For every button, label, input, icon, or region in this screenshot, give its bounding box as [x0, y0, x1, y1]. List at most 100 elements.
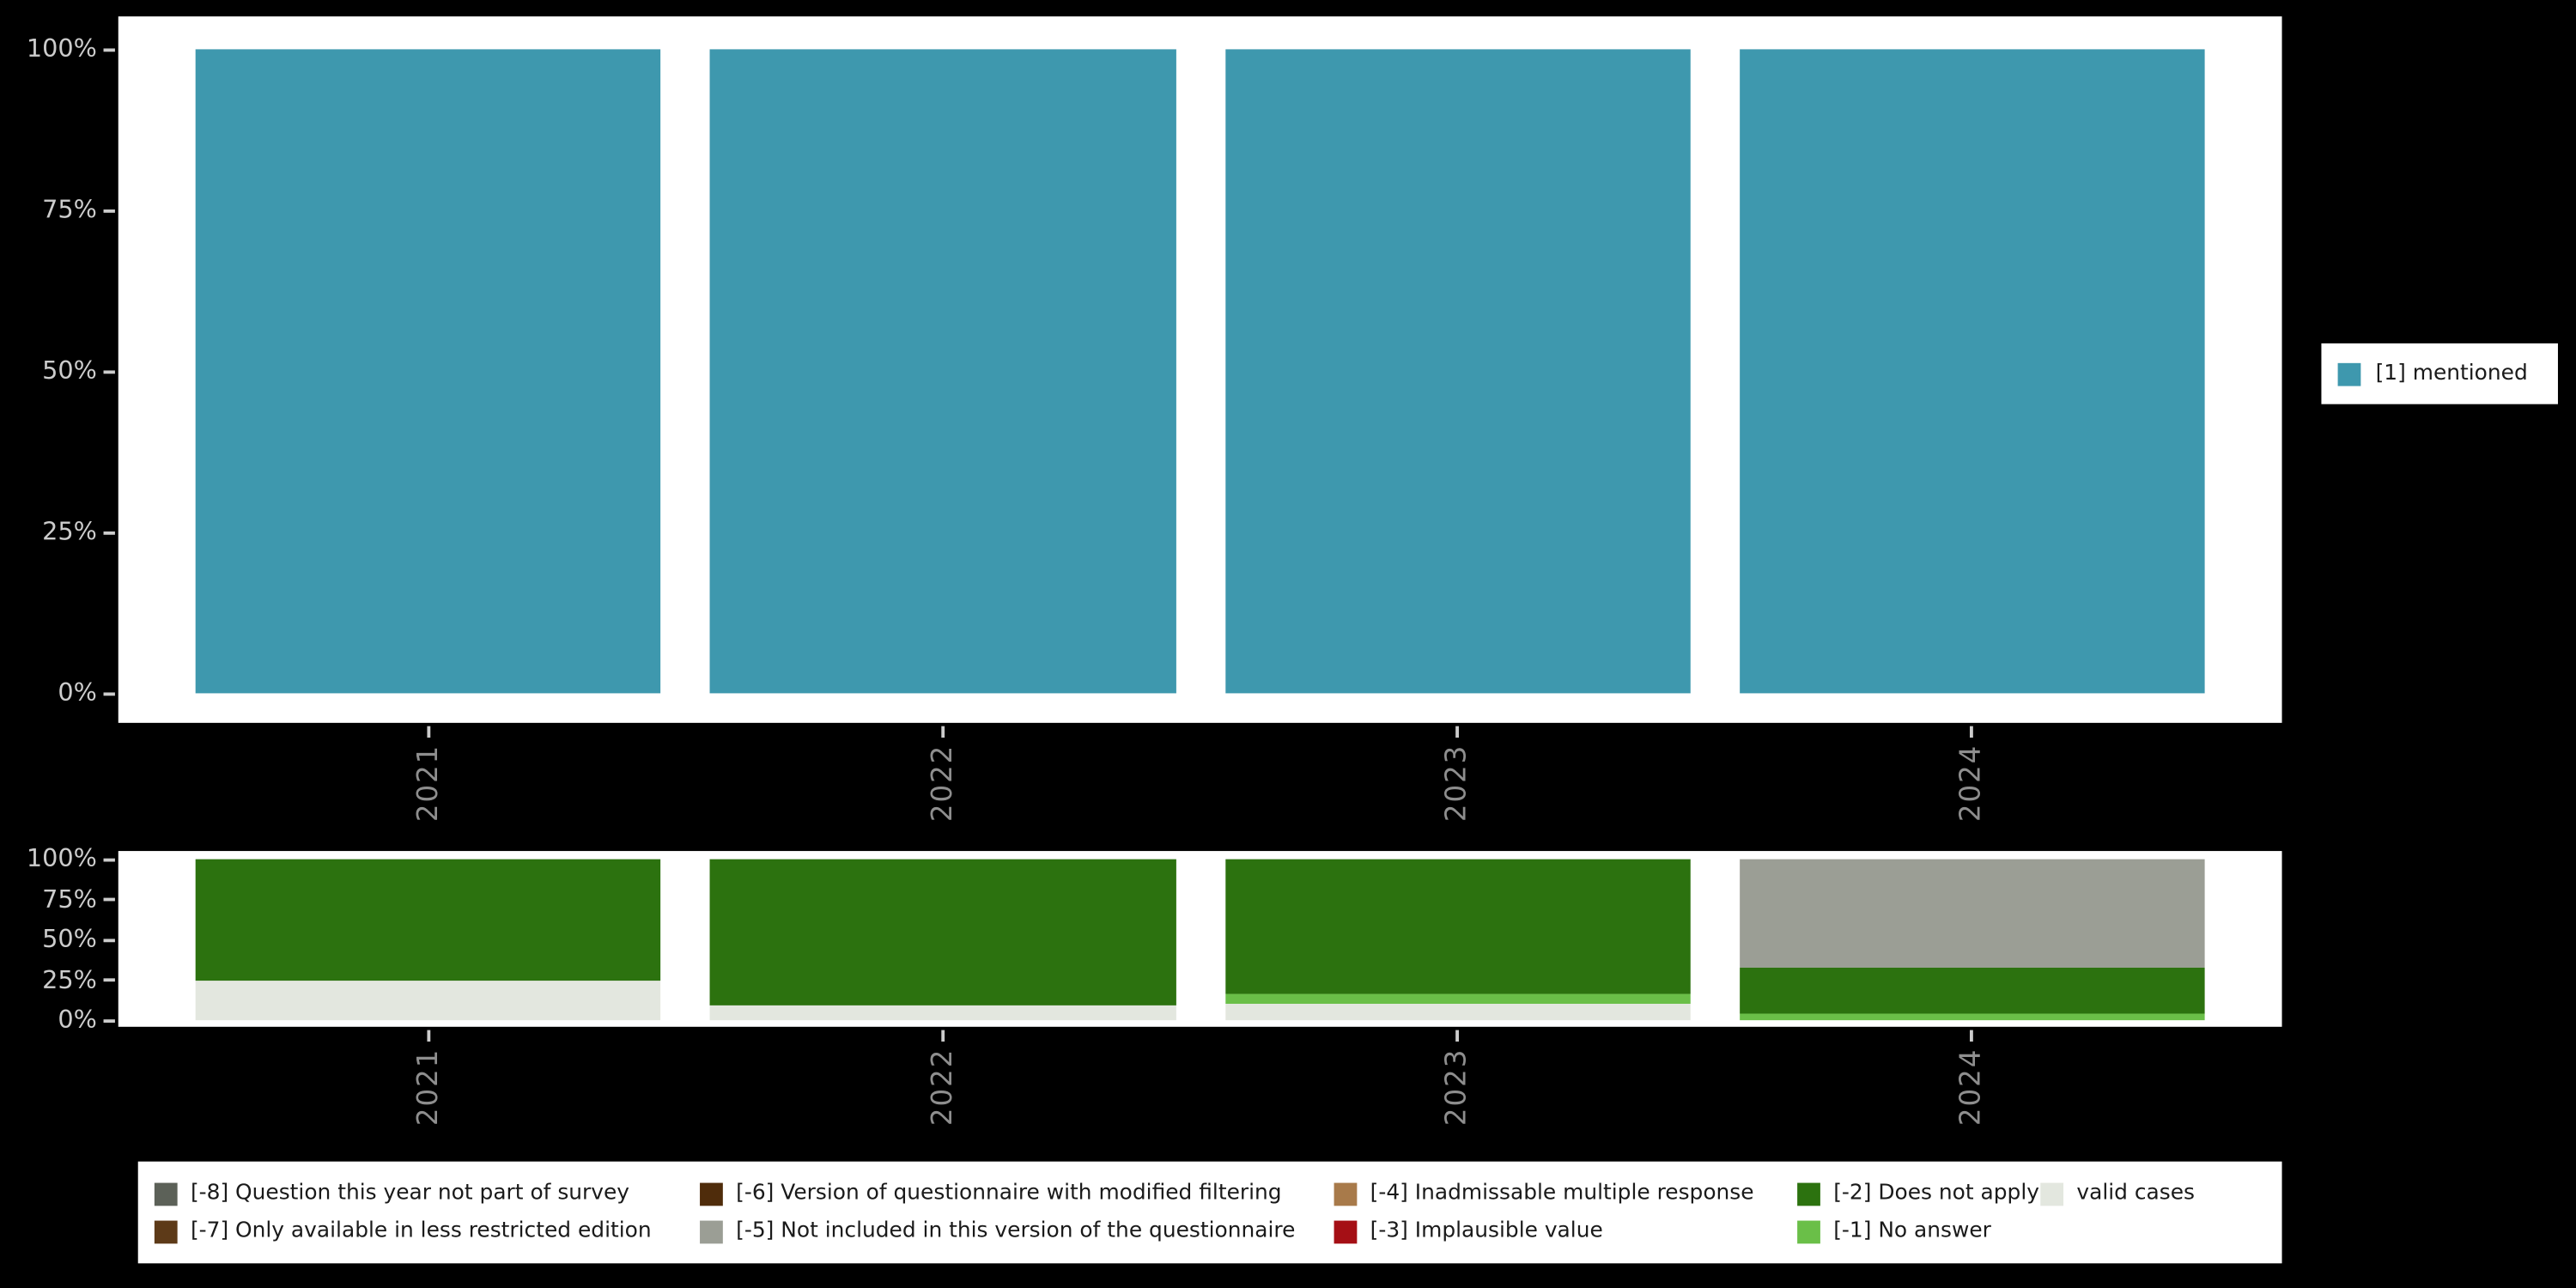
legend-swatch — [1334, 1182, 1358, 1206]
y-tick-mark — [103, 857, 115, 861]
x-tick: 2022 — [710, 1030, 1176, 1135]
legend-entry: [-3] Implausible value — [1334, 1218, 1798, 1244]
bar-2022 — [710, 49, 1176, 694]
legend-entry: [-4] Inadmissable multiple response — [1334, 1182, 1798, 1206]
legend-swatch — [1797, 1219, 1820, 1243]
legend-entry-label: valid cases — [2076, 1181, 2196, 1206]
bar-segment — [1739, 859, 2205, 968]
y-tick: 100% — [26, 843, 115, 873]
missing-values-chart-x-axis: 2021 2022 2023 2024 — [196, 1030, 2205, 1135]
y-tick-mark — [103, 369, 115, 374]
y-tick-label: 75% — [42, 194, 97, 225]
x-tick: 2024 — [1740, 726, 2205, 831]
mentioned-legend-label: [1] mentioned — [2375, 361, 2528, 386]
legend-entry: [-7] Only available in less restricted e… — [154, 1219, 700, 1243]
bar-2021 — [195, 49, 661, 694]
x-tick-label: 2021 — [411, 744, 445, 823]
x-tick-label: 2024 — [1955, 744, 1989, 823]
bar-segment — [1224, 1004, 1691, 1021]
y-tick-mark — [103, 897, 115, 902]
bar-segment — [1224, 859, 1691, 995]
y-tick: 100% — [26, 33, 115, 64]
bar-2021 — [195, 859, 661, 1021]
y-tick: 0% — [58, 677, 115, 708]
y-tick-label: 100% — [26, 33, 97, 64]
legend-entry: [-5] Not included in this version of the… — [700, 1218, 1334, 1244]
x-tick: 2023 — [1224, 1030, 1690, 1135]
x-tick-label: 2021 — [411, 1048, 445, 1127]
x-tick-mark — [426, 726, 430, 738]
x-tick-mark — [1455, 726, 1460, 738]
y-tick: 75% — [42, 884, 115, 914]
legend-entry-label: [-8] Question this year not part of surv… — [190, 1181, 630, 1206]
legend-entry: valid cases — [2040, 1182, 2265, 1206]
bar-segment — [1739, 967, 2205, 1014]
bar-segment — [195, 49, 661, 694]
y-tick: 50% — [42, 927, 115, 952]
y-tick-mark — [103, 530, 115, 534]
y-tick-mark — [103, 978, 115, 982]
missing-values-chart-y-axis: 0% 25% 50% 75% 100% — [0, 846, 115, 1032]
x-tick: 2023 — [1224, 726, 1690, 831]
bar-segment — [1739, 1013, 2205, 1021]
legend-swatch — [154, 1219, 178, 1243]
y-tick-label: 0% — [58, 1004, 97, 1035]
mentioned-chart-plot — [195, 49, 2205, 694]
bar-segment — [195, 859, 661, 982]
mentioned-legend-swatch — [2337, 361, 2361, 386]
y-tick: 50% — [42, 358, 115, 384]
x-tick-mark — [941, 1030, 945, 1042]
bar-segment — [710, 49, 1176, 694]
y-tick-label: 0% — [58, 677, 97, 708]
bar-segment — [195, 981, 661, 1021]
y-tick-label: 25% — [42, 964, 97, 994]
x-tick-mark — [426, 1030, 430, 1042]
bar-segment — [710, 1005, 1176, 1021]
legend-swatch — [154, 1182, 178, 1206]
mentioned-chart-y-axis: 0% 25% 50% 75% 100% — [0, 36, 115, 705]
legend-swatch — [1334, 1219, 1358, 1243]
bar-segment — [1224, 49, 1691, 694]
bar-2023 — [1224, 859, 1691, 1021]
y-tick: 25% — [42, 519, 115, 545]
y-tick-label: 75% — [42, 884, 97, 914]
x-tick-mark — [941, 726, 945, 738]
bar-segment — [1224, 994, 1691, 1005]
legend-entry-label: [-3] Implausible value — [1370, 1218, 1603, 1244]
y-tick: 75% — [42, 194, 115, 225]
y-tick-mark — [103, 938, 115, 942]
bar-segment — [1739, 49, 2205, 694]
x-tick-mark — [1970, 726, 1974, 738]
legend-swatch — [700, 1182, 723, 1206]
x-tick: 2021 — [196, 1030, 661, 1135]
bar-2023 — [1224, 49, 1691, 694]
mentioned-chart-x-axis: 2021 2022 2023 2024 — [196, 726, 2205, 831]
missing-values-legend: [-8] Question this year not part of surv… — [137, 1161, 2282, 1264]
bar-segment — [710, 859, 1176, 1006]
x-tick: 2022 — [710, 726, 1176, 831]
y-tick: 0% — [58, 1004, 115, 1035]
missing-values-chart-plot — [195, 859, 2205, 1021]
x-tick-label: 2023 — [1441, 1048, 1474, 1127]
y-tick-label: 100% — [26, 843, 97, 873]
x-tick-label: 2024 — [1955, 1048, 1989, 1127]
x-tick-mark — [1970, 1030, 1974, 1042]
legend-entry-label: [-5] Not included in this version of the… — [736, 1218, 1296, 1244]
y-tick-mark — [103, 208, 115, 212]
legend-swatch — [1797, 1182, 1820, 1206]
x-tick: 2024 — [1740, 1030, 2205, 1135]
legend-entry-label: [-6] Version of questionnaire with modif… — [736, 1181, 1282, 1206]
legend-entry: [-2] Does not apply — [1797, 1182, 2040, 1206]
legend-entry-label: [-1] No answer — [1833, 1218, 1991, 1244]
y-tick: 25% — [42, 964, 115, 994]
legend-entry-label: [-4] Inadmissable multiple response — [1370, 1181, 1754, 1206]
legend-entry: [-1] No answer — [1797, 1218, 2040, 1244]
legend-swatch — [700, 1219, 723, 1243]
bar-2024 — [1739, 49, 2205, 694]
x-tick-mark — [1455, 1030, 1460, 1042]
legend-entry: [-8] Question this year not part of surv… — [154, 1181, 700, 1206]
bar-2024 — [1739, 859, 2205, 1021]
y-tick-label: 50% — [42, 924, 97, 954]
mentioned-legend: [1] mentioned — [2321, 343, 2558, 404]
